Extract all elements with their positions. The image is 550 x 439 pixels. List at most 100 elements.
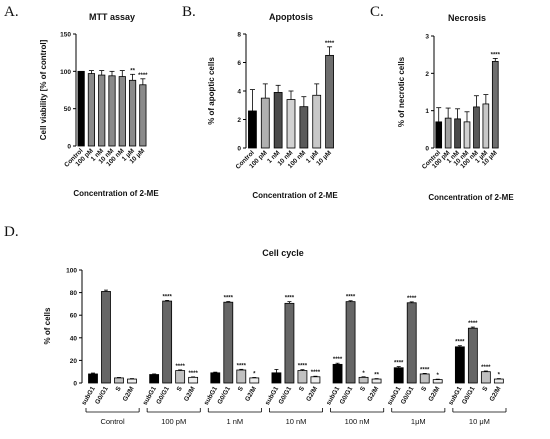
y-tick-label: 100 (66, 268, 77, 275)
phase-label: S (420, 385, 429, 393)
phase-label: S (114, 385, 123, 393)
phase-label: G2/M (122, 386, 136, 403)
phase-label: G0/G1 (94, 385, 110, 405)
significance-label: **** (325, 41, 335, 47)
bar (491, 60, 499, 149)
bar (188, 376, 199, 384)
bar (114, 377, 124, 384)
x-axis-label: Concentration of 2-ME (252, 191, 338, 200)
y-tick-label: 0 (237, 146, 241, 153)
significance-label: * (253, 371, 256, 377)
phase-label: G0/G1 (461, 385, 477, 405)
group-label: 1 nM (227, 417, 244, 426)
y-tick-label: 0 (67, 144, 71, 151)
mtt-assay-chart: 0 50 100 150 MTT assay Cell viability [% of c… (39, 12, 159, 198)
significance-label: * (362, 371, 365, 377)
chart-title: Necrosis (448, 13, 486, 23)
bar (371, 378, 382, 384)
bar (286, 99, 296, 149)
significance-label: **** (468, 321, 478, 327)
y-tick-label: 40 (70, 335, 78, 342)
significance-label: **** (481, 365, 491, 371)
phase-label: G0/G1 (400, 385, 416, 405)
group-label: Control (100, 417, 125, 426)
y-tick-label: 2 (425, 71, 429, 78)
x-axis-label: Concentration of 2-ME (73, 189, 159, 198)
phase-label: S (298, 385, 307, 393)
panel-label-a: A. (4, 4, 19, 20)
phase-label: S (237, 385, 246, 393)
phase-label: S (481, 385, 490, 393)
y-axis-label: Cell viability [% of control] (39, 39, 48, 140)
y-axis-label: % of apoptic cells (207, 57, 216, 125)
bar (332, 363, 343, 384)
group-label: 1μM (411, 417, 426, 426)
significance-label: ** (130, 68, 135, 74)
bar (345, 301, 356, 384)
significance-label: **** (298, 364, 308, 370)
bar (480, 371, 491, 384)
panel-label-b: B. (182, 4, 196, 20)
significance-label: * (498, 373, 501, 379)
y-tick-label: 8 (237, 32, 241, 39)
bar (454, 346, 465, 384)
significance-label: **** (394, 361, 404, 367)
phase-label: G0/G1 (339, 385, 355, 405)
y-tick-label: 20 (70, 358, 78, 365)
significance-label: **** (420, 367, 430, 373)
significance-label: **** (237, 363, 247, 369)
phase-label: G0/G1 (155, 385, 171, 405)
chart-title: Cell cycle (262, 248, 304, 258)
group-label: 10 μM (469, 417, 490, 426)
y-axis-label: % of necrotic cells (397, 56, 406, 127)
bar (118, 76, 126, 147)
chart-title: Apoptosis (269, 12, 313, 22)
significance-label: ** (374, 373, 379, 379)
significance-label: **** (188, 371, 198, 377)
bar (108, 75, 116, 147)
bar (482, 103, 490, 149)
bar (139, 84, 147, 147)
bar (432, 379, 443, 384)
bar (175, 370, 186, 384)
bar (297, 370, 308, 384)
significance-label: **** (162, 294, 172, 300)
y-tick-label: 0 (425, 146, 429, 153)
bar (358, 376, 369, 384)
bar (393, 367, 404, 384)
bar (444, 117, 452, 149)
bar (98, 74, 106, 147)
bar (435, 121, 443, 149)
bar (127, 378, 137, 384)
bar (77, 70, 85, 147)
significance-label: **** (455, 340, 465, 346)
bar (249, 377, 260, 384)
significance-label: **** (285, 296, 295, 302)
bar (236, 369, 247, 384)
significance-label: **** (346, 295, 356, 301)
y-tick-label: 2 (237, 117, 241, 124)
bar (149, 374, 160, 384)
y-tick-label: 80 (70, 290, 78, 297)
bar (260, 97, 270, 149)
bar (406, 302, 417, 384)
bar (454, 118, 461, 149)
y-tick-label: 60 (70, 313, 78, 320)
bar (310, 376, 321, 384)
apoptosis-chart: 0 2 4 6 8 Apoptosis % of apoptic cells Concentr… (207, 12, 338, 200)
phase-label: G2/M (427, 386, 441, 403)
bar (273, 92, 283, 149)
bar (162, 300, 173, 384)
significance-label: **** (138, 73, 148, 79)
bar (312, 94, 322, 149)
phase-label: G2/M (244, 386, 258, 403)
panel-label-c: C. (370, 4, 384, 20)
significance-label: **** (311, 370, 321, 376)
bar (463, 121, 471, 149)
bar (210, 372, 221, 384)
y-tick-label: 100 (60, 69, 71, 76)
y-tick-label: 50 (64, 106, 72, 113)
bar (325, 54, 334, 149)
phase-label: G2/M (489, 386, 503, 403)
bar (88, 373, 98, 384)
